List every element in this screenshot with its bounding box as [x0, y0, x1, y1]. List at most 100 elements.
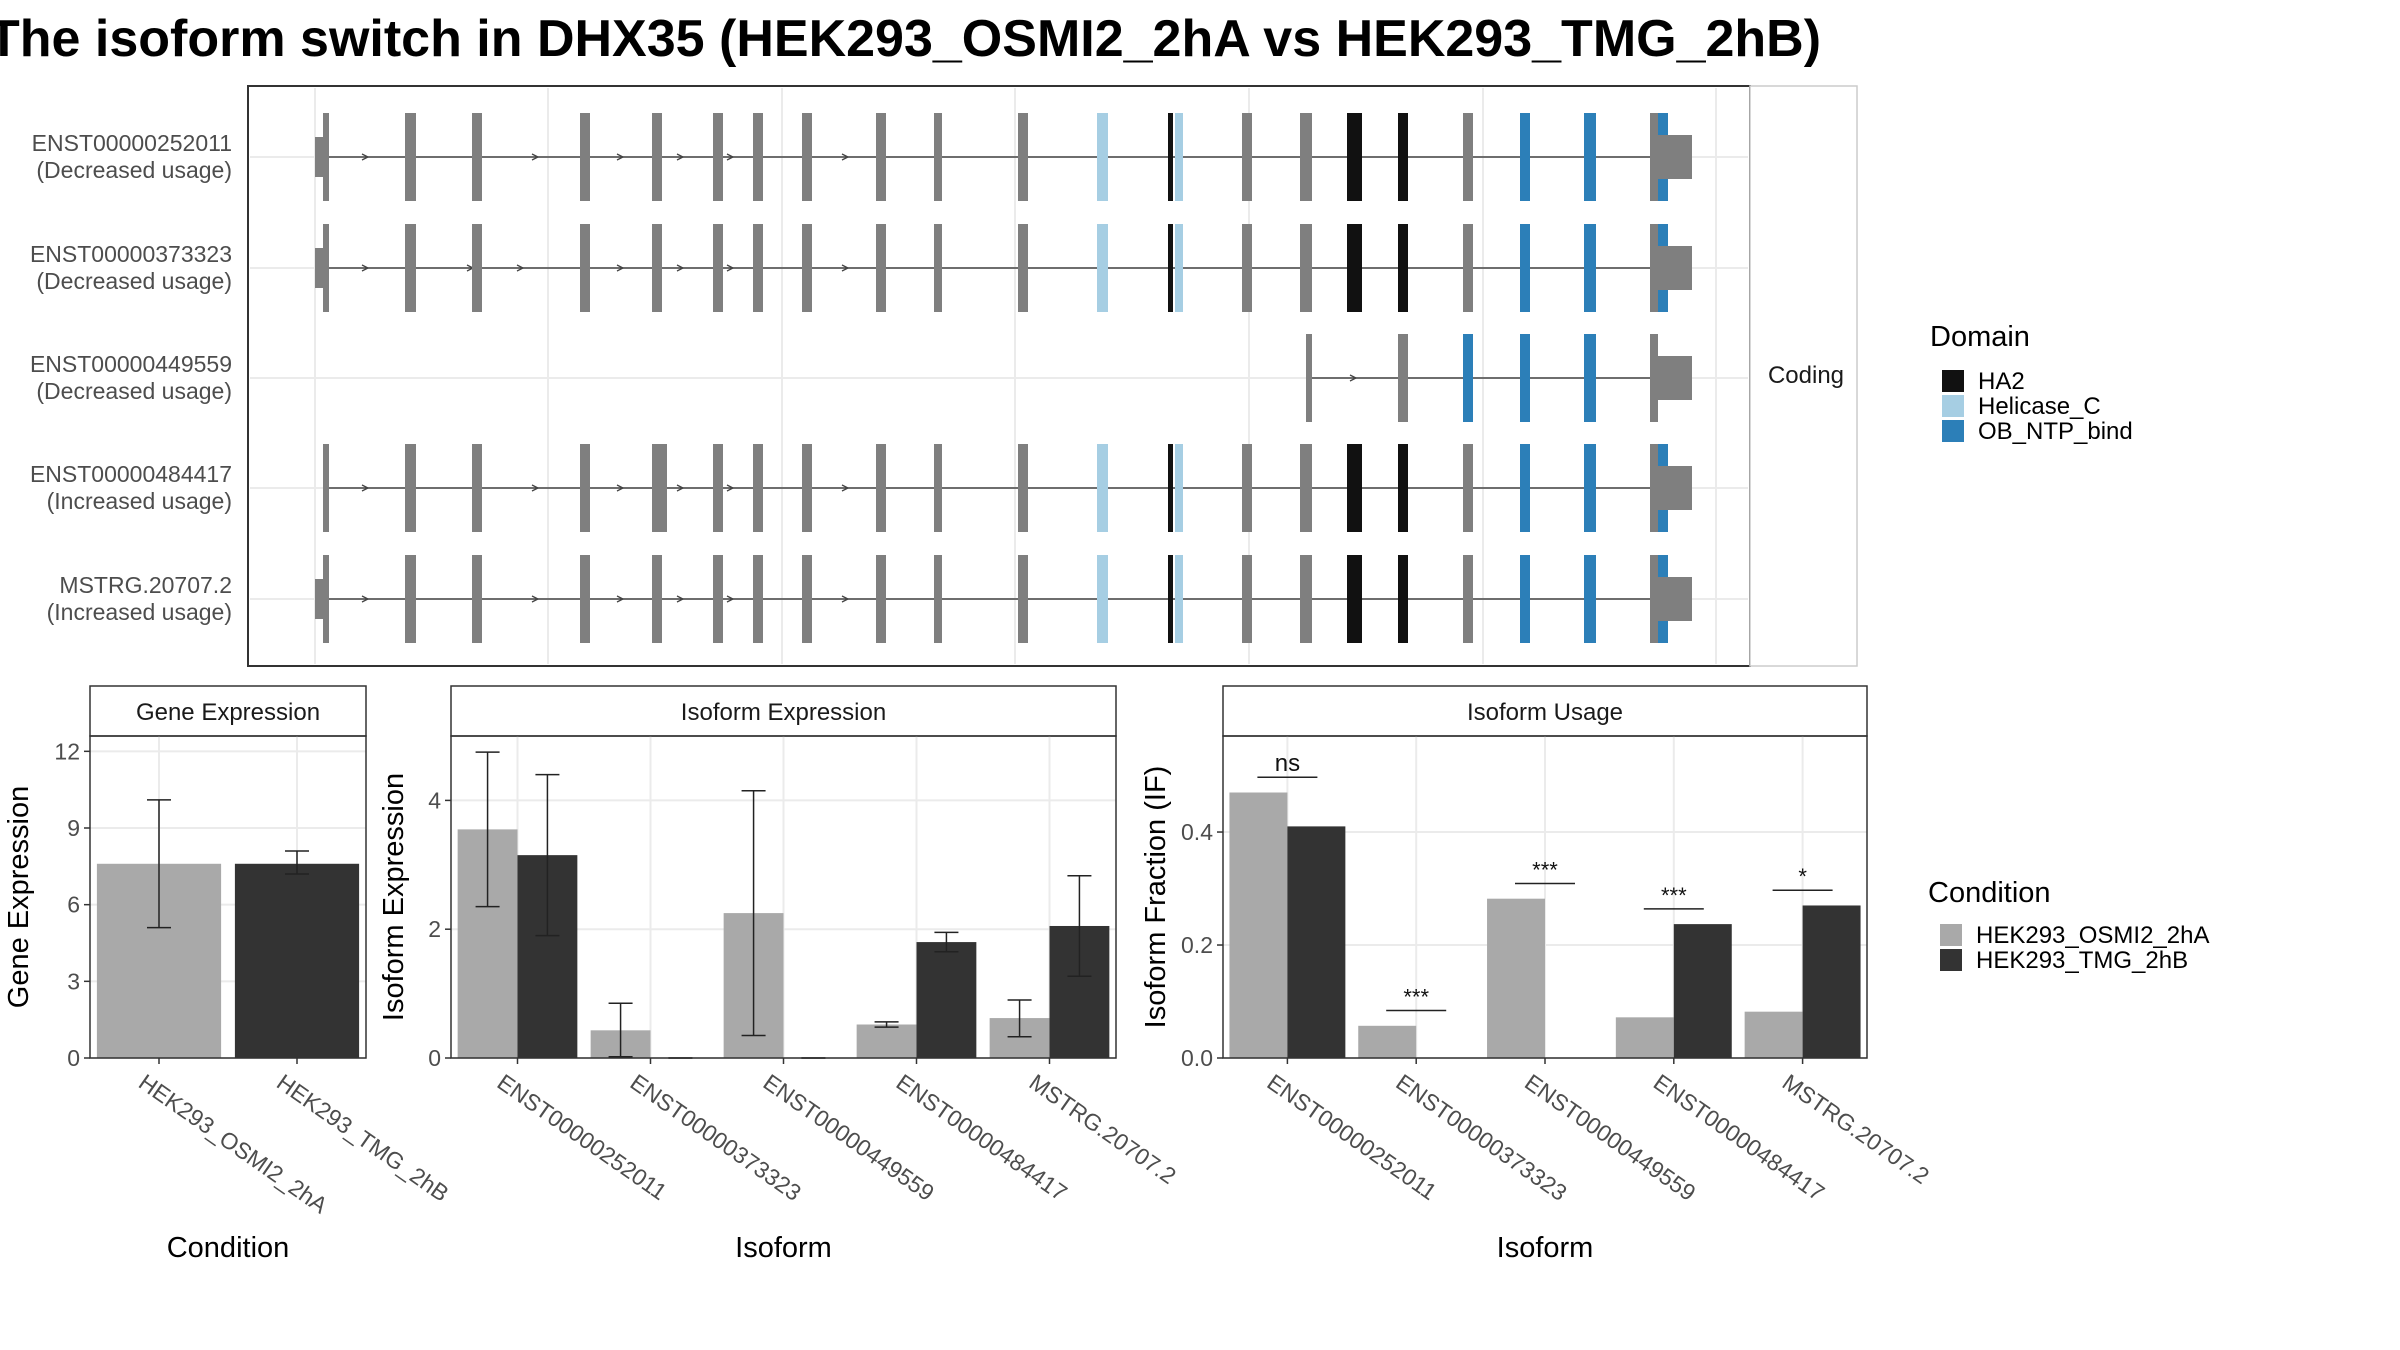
bar	[1358, 1025, 1417, 1058]
exon	[1347, 444, 1352, 532]
strand-arrow-icon	[726, 153, 735, 161]
exon	[472, 224, 482, 312]
exon	[753, 444, 763, 532]
exon	[405, 113, 416, 201]
exon	[1242, 113, 1252, 201]
exon	[1584, 444, 1596, 532]
panel-strip	[1222, 685, 1868, 737]
legend-item-label: HA2	[1978, 368, 2025, 395]
transcript-row	[315, 555, 1692, 643]
exon	[934, 224, 942, 312]
utr-exon	[315, 137, 325, 177]
utr-exon	[1656, 466, 1692, 510]
exon	[1018, 113, 1028, 201]
strand-arrow-icon	[531, 484, 540, 492]
exon	[1097, 113, 1108, 201]
legend-swatch	[1940, 949, 1962, 971]
exon	[1018, 224, 1028, 312]
exon	[713, 555, 723, 643]
legend-swatch	[1942, 370, 1964, 392]
exon	[1300, 444, 1312, 532]
exon	[1097, 444, 1108, 532]
strand-arrow-icon	[726, 484, 735, 492]
exon	[1398, 444, 1408, 532]
utr-exon	[315, 579, 325, 619]
y-tick-label: 9	[67, 815, 80, 841]
y-tick-label: 0	[67, 1045, 80, 1071]
exon	[1650, 555, 1658, 643]
strand-arrow-icon	[676, 595, 685, 603]
utr-exon	[1656, 356, 1692, 400]
strand-arrow-icon	[516, 264, 525, 272]
bar	[856, 1024, 917, 1058]
bar	[234, 863, 360, 1058]
exon	[1175, 224, 1183, 312]
exon	[802, 444, 812, 532]
utr-exon	[1656, 246, 1692, 290]
significance-label: ***	[1661, 883, 1687, 908]
exon	[1300, 555, 1312, 643]
exon	[1584, 224, 1596, 312]
structure-rows	[315, 113, 1692, 643]
strand-arrow-icon	[361, 153, 370, 161]
y-tick-label: 12	[54, 738, 80, 764]
significance-label: ns	[1275, 750, 1300, 777]
exon	[753, 113, 763, 201]
exon	[1520, 444, 1530, 532]
y-tick-label: 0.0	[1181, 1045, 1213, 1071]
legend-swatch	[1942, 395, 1964, 417]
strand-arrow-icon	[616, 595, 625, 603]
strand-arrow-icon	[361, 264, 370, 272]
bar	[1287, 826, 1346, 1058]
exon	[1300, 113, 1312, 201]
exon	[1650, 444, 1658, 532]
exon	[1584, 334, 1596, 422]
legend-item-label: HEK293_OSMI2_2hA	[1976, 922, 2209, 949]
exon	[753, 224, 763, 312]
exon	[1463, 113, 1473, 201]
exon	[1350, 224, 1362, 312]
isoform-usage-label: (Decreased usage)	[36, 157, 232, 183]
exon	[1520, 224, 1530, 312]
exon	[1168, 224, 1173, 312]
exon	[713, 224, 723, 312]
exon	[802, 113, 812, 201]
bar	[1744, 1011, 1803, 1058]
y-axis-title: Gene Expression	[3, 786, 35, 1008]
exon	[1347, 224, 1352, 312]
exon	[1347, 113, 1352, 201]
exon	[934, 113, 942, 201]
exon	[934, 444, 942, 532]
exon	[934, 555, 942, 643]
exon	[1168, 444, 1173, 532]
strand-arrow-icon	[841, 264, 850, 272]
exon	[323, 444, 329, 532]
exon	[1398, 224, 1408, 312]
exon	[1018, 444, 1028, 532]
exon	[1175, 555, 1183, 643]
strand-arrow-icon	[361, 484, 370, 492]
structure-panel-background	[248, 86, 1750, 666]
transcript-row	[323, 444, 1692, 532]
exon	[472, 444, 482, 532]
chart-panel: Isoform Expression024ENST00000252011ENST…	[378, 685, 1181, 1264]
domain-legend-title: Domain	[1930, 321, 2030, 353]
significance-label: ***	[1532, 857, 1558, 882]
exon	[1584, 555, 1596, 643]
exon	[405, 555, 416, 643]
exon	[1306, 334, 1312, 422]
exon	[1350, 555, 1362, 643]
exon	[1650, 113, 1658, 201]
exon	[652, 224, 662, 312]
exon	[1520, 334, 1530, 422]
bar	[916, 942, 977, 1058]
exon	[802, 555, 812, 643]
exon	[876, 113, 886, 201]
isoform-usage-label: (Increased usage)	[47, 488, 232, 514]
exon	[405, 444, 416, 532]
exon	[1350, 113, 1362, 201]
exon	[1463, 224, 1473, 312]
